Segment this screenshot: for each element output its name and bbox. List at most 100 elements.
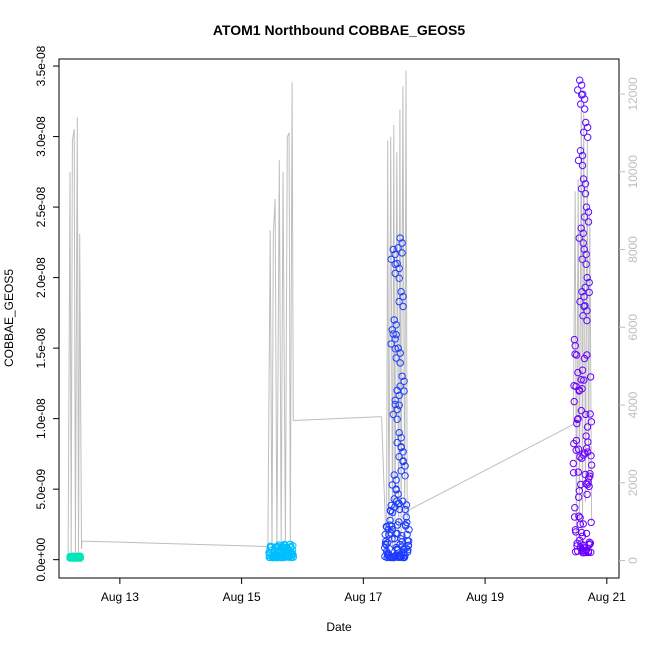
data-point xyxy=(390,495,398,503)
data-point xyxy=(382,537,390,546)
data-point xyxy=(587,418,596,426)
data-point xyxy=(578,288,586,296)
data-point xyxy=(397,288,405,296)
y-tick-label: 5.0e-09 xyxy=(34,468,48,509)
data-point xyxy=(585,482,593,491)
data-point xyxy=(584,123,592,132)
data-point xyxy=(395,453,403,461)
data-point xyxy=(580,128,588,137)
data-point xyxy=(571,342,579,350)
data-point xyxy=(577,406,585,415)
data-point xyxy=(582,203,591,211)
data-point xyxy=(398,372,406,380)
data-point xyxy=(394,244,402,252)
data-point xyxy=(402,513,410,521)
data-point xyxy=(391,345,399,353)
data-point xyxy=(582,529,591,538)
data-point xyxy=(587,518,595,527)
data-point xyxy=(392,486,400,494)
data-point xyxy=(573,415,582,424)
data-point xyxy=(393,415,401,423)
data-point xyxy=(391,396,399,404)
data-point xyxy=(578,81,586,89)
data-point xyxy=(392,321,400,329)
data-point xyxy=(582,118,590,127)
data-point xyxy=(387,255,395,263)
data-point xyxy=(570,397,578,406)
data-point xyxy=(395,401,403,409)
data-point xyxy=(394,344,402,352)
data-point xyxy=(584,218,593,226)
data-point xyxy=(397,434,405,442)
data-point xyxy=(76,554,85,562)
gray-line-connector xyxy=(293,416,382,422)
y2-tick-label: 8000 xyxy=(626,236,640,263)
data-point xyxy=(388,522,396,530)
data-point xyxy=(581,95,589,103)
data-point xyxy=(581,105,589,113)
data-point xyxy=(578,161,587,170)
data-point xyxy=(579,312,587,320)
data-point xyxy=(388,481,396,489)
data-point xyxy=(405,537,413,545)
y2-tick-label: 10000 xyxy=(626,155,640,189)
data-point xyxy=(574,445,583,453)
data-point xyxy=(399,302,407,311)
data-point xyxy=(579,90,587,99)
data-point xyxy=(388,535,396,543)
x-tick-label: Aug 19 xyxy=(466,590,504,604)
gray-line-series xyxy=(67,70,593,561)
y2-tick-label: 12000 xyxy=(626,77,640,111)
data-point xyxy=(583,351,591,359)
data-point xyxy=(400,377,408,385)
data-point xyxy=(580,213,589,221)
data-point xyxy=(585,288,593,297)
data-point xyxy=(394,500,402,508)
data-point xyxy=(569,459,577,468)
data-point xyxy=(396,234,404,242)
data-point xyxy=(583,316,591,325)
x-axis-label: Date xyxy=(326,620,352,634)
y-tick-label: 2.0e-08 xyxy=(34,257,48,298)
data-point xyxy=(572,351,581,359)
data-point xyxy=(576,520,584,528)
gray-line-segment-1 xyxy=(265,82,294,557)
y-tick-label: 1.5e-08 xyxy=(34,327,48,368)
y2-tick-label: 0 xyxy=(626,557,640,564)
data-point xyxy=(577,100,585,108)
data-point xyxy=(401,472,409,480)
data-point xyxy=(581,302,589,310)
data-point xyxy=(393,386,401,395)
plot-frame xyxy=(58,58,620,579)
data-point xyxy=(577,528,586,537)
data-point xyxy=(574,415,582,423)
chart-title: ATOM1 Northbound COBBAE_GEOS5 xyxy=(213,22,465,38)
data-point xyxy=(396,349,404,357)
gray-line-connector xyxy=(82,540,266,548)
data-point xyxy=(579,520,587,528)
data-point xyxy=(581,190,590,198)
data-point xyxy=(387,501,395,510)
data-point xyxy=(387,340,395,348)
data-point xyxy=(572,528,580,536)
data-point xyxy=(390,471,398,479)
data-point xyxy=(585,538,594,546)
data-point xyxy=(570,513,579,521)
data-point xyxy=(574,156,583,165)
data-point xyxy=(395,264,403,273)
data-point xyxy=(404,545,412,554)
data-point xyxy=(585,474,593,482)
data-point xyxy=(288,550,296,558)
data-point xyxy=(393,438,401,447)
data-point xyxy=(583,273,591,282)
data-point xyxy=(389,410,397,419)
data-point xyxy=(402,501,411,509)
data-point xyxy=(393,405,401,414)
data-point xyxy=(586,410,594,418)
data-point xyxy=(399,448,407,456)
data-point xyxy=(587,452,595,460)
y-axis-left: 0.0e+00 5.0e-09 1.0e-08 1.5e-08 2.0e-08 2.5e-… xyxy=(34,45,59,582)
data-point xyxy=(388,326,396,334)
data-point xyxy=(391,400,399,409)
